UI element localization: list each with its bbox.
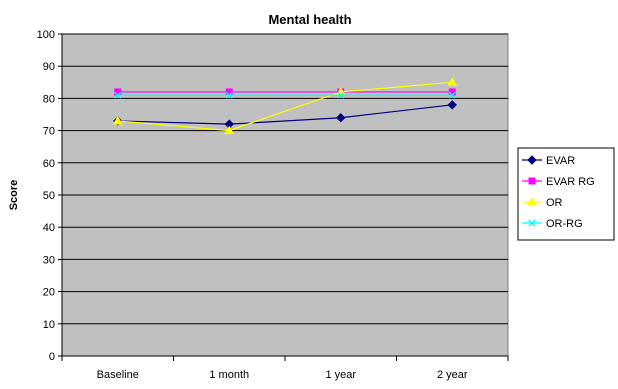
series-evar [113,100,457,129]
series-or-rg [114,91,456,99]
legend-item: EVAR [522,155,575,167]
y-axis-label: Score [8,180,20,211]
x-tick-label: 1 year [325,369,356,381]
legend-item: OR [522,196,563,209]
legend-label: OR [546,197,563,209]
series-line [117,104,453,125]
data-point [447,100,457,110]
legend-marker [528,219,536,227]
legend-item: OR-RG [522,218,583,230]
y-tick-label: 60 [43,158,55,170]
data-point [448,88,456,96]
legend: EVAR EVAR RG OR OR-RG [517,147,615,241]
y-tick-label: 50 [43,190,55,202]
y-tick-label: 0 [49,351,55,363]
x-tick-label: Baseline [97,369,139,381]
legend-label: EVAR RG [546,176,595,188]
data-point [337,91,345,99]
y-tick-label: 30 [43,254,55,266]
y-tick-label: 10 [43,319,55,331]
y-tick-label: 40 [43,222,55,234]
axes: 0 10 20 30 40 50 60 70 80 90 100 Baseline 1 month 1 y… [37,29,509,381]
data-point [336,113,346,123]
data-point [112,115,123,125]
x-tick-label: 1 month [209,369,249,381]
series-or [112,77,458,135]
data-point [225,91,233,99]
data-point [114,91,122,99]
legend-label: EVAR [546,155,575,167]
y-tick-label: 70 [43,126,55,138]
data-point [448,91,456,99]
legend-label: OR-RG [546,218,583,230]
chart-title: Mental health [268,12,351,27]
legend-marker [527,155,537,165]
legend-marker [527,196,537,206]
data-point [114,88,122,96]
y-tick-label: 90 [43,61,55,73]
series-line [117,81,453,132]
legend-marker [528,177,536,185]
data-point [225,88,233,96]
data-point [447,77,458,86]
data-point [224,125,235,135]
y-tick-label: 100 [37,29,55,41]
y-tick-label: 80 [43,93,55,105]
gridlines [62,33,508,325]
series-layer [112,77,458,135]
x-tick-label: 2 year [437,369,468,381]
y-tick-label: 20 [43,287,55,299]
legend-item: EVAR RG [522,176,595,188]
